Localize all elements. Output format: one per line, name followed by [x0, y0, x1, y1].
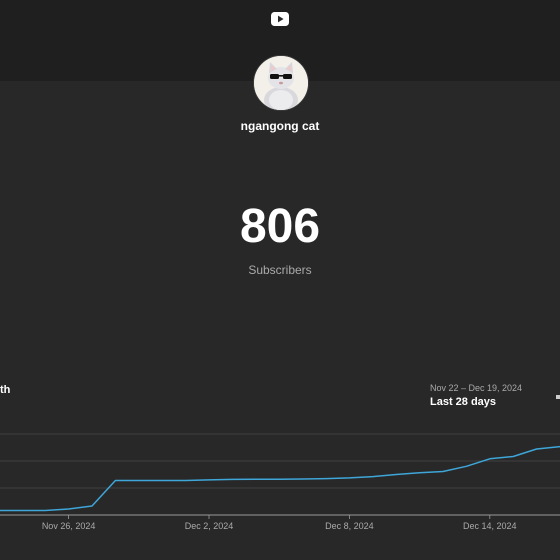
subscriber-count: 806 — [239, 200, 321, 253]
chart-tick-label: Dec 14, 2024 — [463, 521, 517, 531]
subscriber-label: Subscribers — [248, 263, 312, 277]
channel-name: ngangong cat — [240, 119, 320, 133]
clipped-range-label: th — [0, 384, 11, 396]
cat-with-sunglasses-avatar-icon — [254, 56, 308, 110]
chart-tick-label: Dec 2, 2024 — [185, 521, 234, 531]
chart-tick-label: Dec 8, 2024 — [325, 521, 374, 531]
channel-avatar — [253, 55, 309, 111]
range-label: Last 28 days — [430, 396, 497, 408]
range-dates: Nov 22 – Dec 19, 2024 — [430, 383, 523, 393]
subscriber-line-chart: Nov 26, 2024 Dec 2, 2024 Dec 8, 2024 Dec 14… — [0, 433, 560, 531]
chart-tick-label: Nov 26, 2024 — [42, 521, 96, 531]
clipped-right-marker — [556, 395, 560, 399]
youtube-logo-icon — [271, 12, 289, 26]
chart-series-line — [0, 445, 560, 512]
